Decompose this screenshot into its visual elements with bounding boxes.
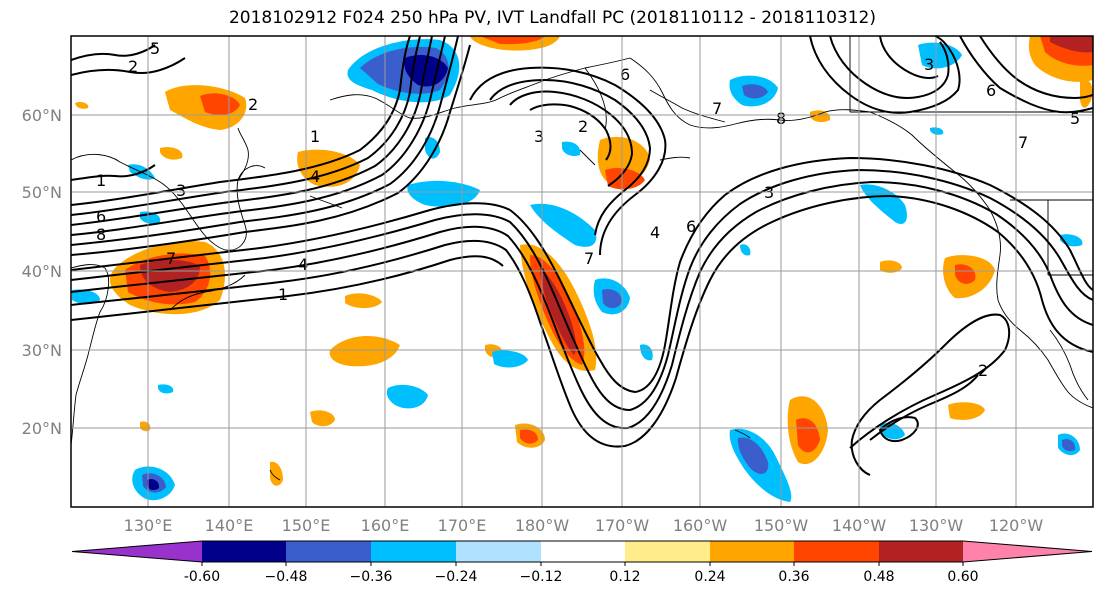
svg-text:3: 3 (534, 127, 544, 146)
longitude-label: 170°W (595, 516, 650, 535)
svg-text:1: 1 (96, 171, 106, 190)
svg-text:4: 4 (298, 255, 308, 274)
longitude-label: 160°E (361, 516, 410, 535)
longitude-label: 120°W (989, 516, 1044, 535)
colorbar-tick-label: −0.24 (435, 569, 478, 585)
svg-text:6: 6 (96, 207, 106, 226)
svg-text:2: 2 (248, 95, 258, 114)
longitude-label: 150°E (282, 516, 331, 535)
svg-text:7: 7 (1018, 133, 1028, 152)
colorbar-segment (286, 541, 371, 562)
longitude-label: 160°W (673, 516, 728, 535)
map-title: 2018102912 F024 250 hPa PV, IVT Landfall… (228, 8, 876, 28)
colorbar-tick-label: −0.48 (265, 569, 308, 585)
colorbar-tick-label: -0.60 (184, 569, 220, 585)
svg-text:1: 1 (310, 127, 320, 146)
longitude-label: 150°W (754, 516, 809, 535)
colorbar-tick-label: 0.48 (863, 569, 894, 585)
ivt-contours (71, 36, 1093, 476)
svg-text:7: 7 (166, 249, 176, 268)
svg-text:5: 5 (150, 39, 160, 58)
svg-text:8: 8 (96, 225, 106, 244)
latitude-labels: 60°N 50°N 40°N 30°N 20°N (22, 106, 62, 438)
graticule (71, 36, 1093, 507)
longitude-label: 180°W (515, 516, 570, 535)
svg-text:7: 7 (584, 249, 594, 268)
colorbar-tick-label: −0.12 (520, 569, 563, 585)
longitude-label: 130°W (909, 516, 964, 535)
map-content: 1 2 3 4 5 6 7 8 1 2 3 4 6 7 1 3 6 7 2 2 … (71, 36, 1093, 502)
latitude-label: 20°N (22, 419, 62, 438)
svg-text:1: 1 (278, 285, 288, 304)
svg-text:6: 6 (986, 81, 996, 100)
latitude-label: 30°N (22, 341, 62, 360)
colorbar-segment (371, 541, 456, 562)
svg-text:6: 6 (686, 217, 696, 236)
colorbar-segment (202, 541, 286, 562)
longitude-labels: 130°E 140°E 150°E 160°E 170°E 180°W 170°W 160°W… (124, 516, 1044, 535)
colorbar-tick-label: 0.60 (947, 569, 978, 585)
colorbar-tick-label: 0.24 (694, 569, 725, 585)
svg-text:2: 2 (128, 57, 138, 76)
colorbar-labels: -0.60 −0.48 −0.36 −0.24 −0.12 0.12 0.24 0.36 0.4… (184, 562, 979, 585)
svg-text:3: 3 (176, 181, 186, 200)
colorbar-segment (710, 541, 794, 562)
longitude-label: 170°E (438, 516, 487, 535)
svg-text:4: 4 (650, 223, 660, 242)
svg-text:6: 6 (620, 65, 630, 84)
colorbar-segment (879, 541, 963, 562)
map-frame (70, 35, 1094, 508)
svg-text:7: 7 (712, 99, 722, 118)
colorbar-segment (963, 541, 1092, 562)
longitude-label: 140°E (205, 516, 254, 535)
colorbar-tick-label: 0.12 (609, 569, 640, 585)
svg-text:4: 4 (310, 167, 320, 186)
colorbar-segment (794, 541, 879, 562)
colorbar-tick-label: −0.36 (350, 569, 393, 585)
colorbar (71, 540, 1093, 563)
colorbar-tick-label: 0.36 (778, 569, 809, 585)
svg-text:2: 2 (978, 361, 988, 380)
colorbar-segment (456, 541, 541, 562)
colorbar-segment (625, 541, 710, 562)
colorbar-segment (541, 541, 625, 562)
latitude-label: 60°N (22, 106, 62, 125)
latitude-label: 50°N (22, 183, 62, 202)
longitude-label: 140°W (832, 516, 887, 535)
colorbar-segment (72, 541, 202, 562)
svg-text:5: 5 (1070, 109, 1080, 128)
svg-text:3: 3 (924, 55, 934, 74)
latitude-label: 40°N (22, 262, 62, 281)
longitude-label: 130°E (124, 516, 173, 535)
svg-text:2: 2 (578, 117, 588, 136)
